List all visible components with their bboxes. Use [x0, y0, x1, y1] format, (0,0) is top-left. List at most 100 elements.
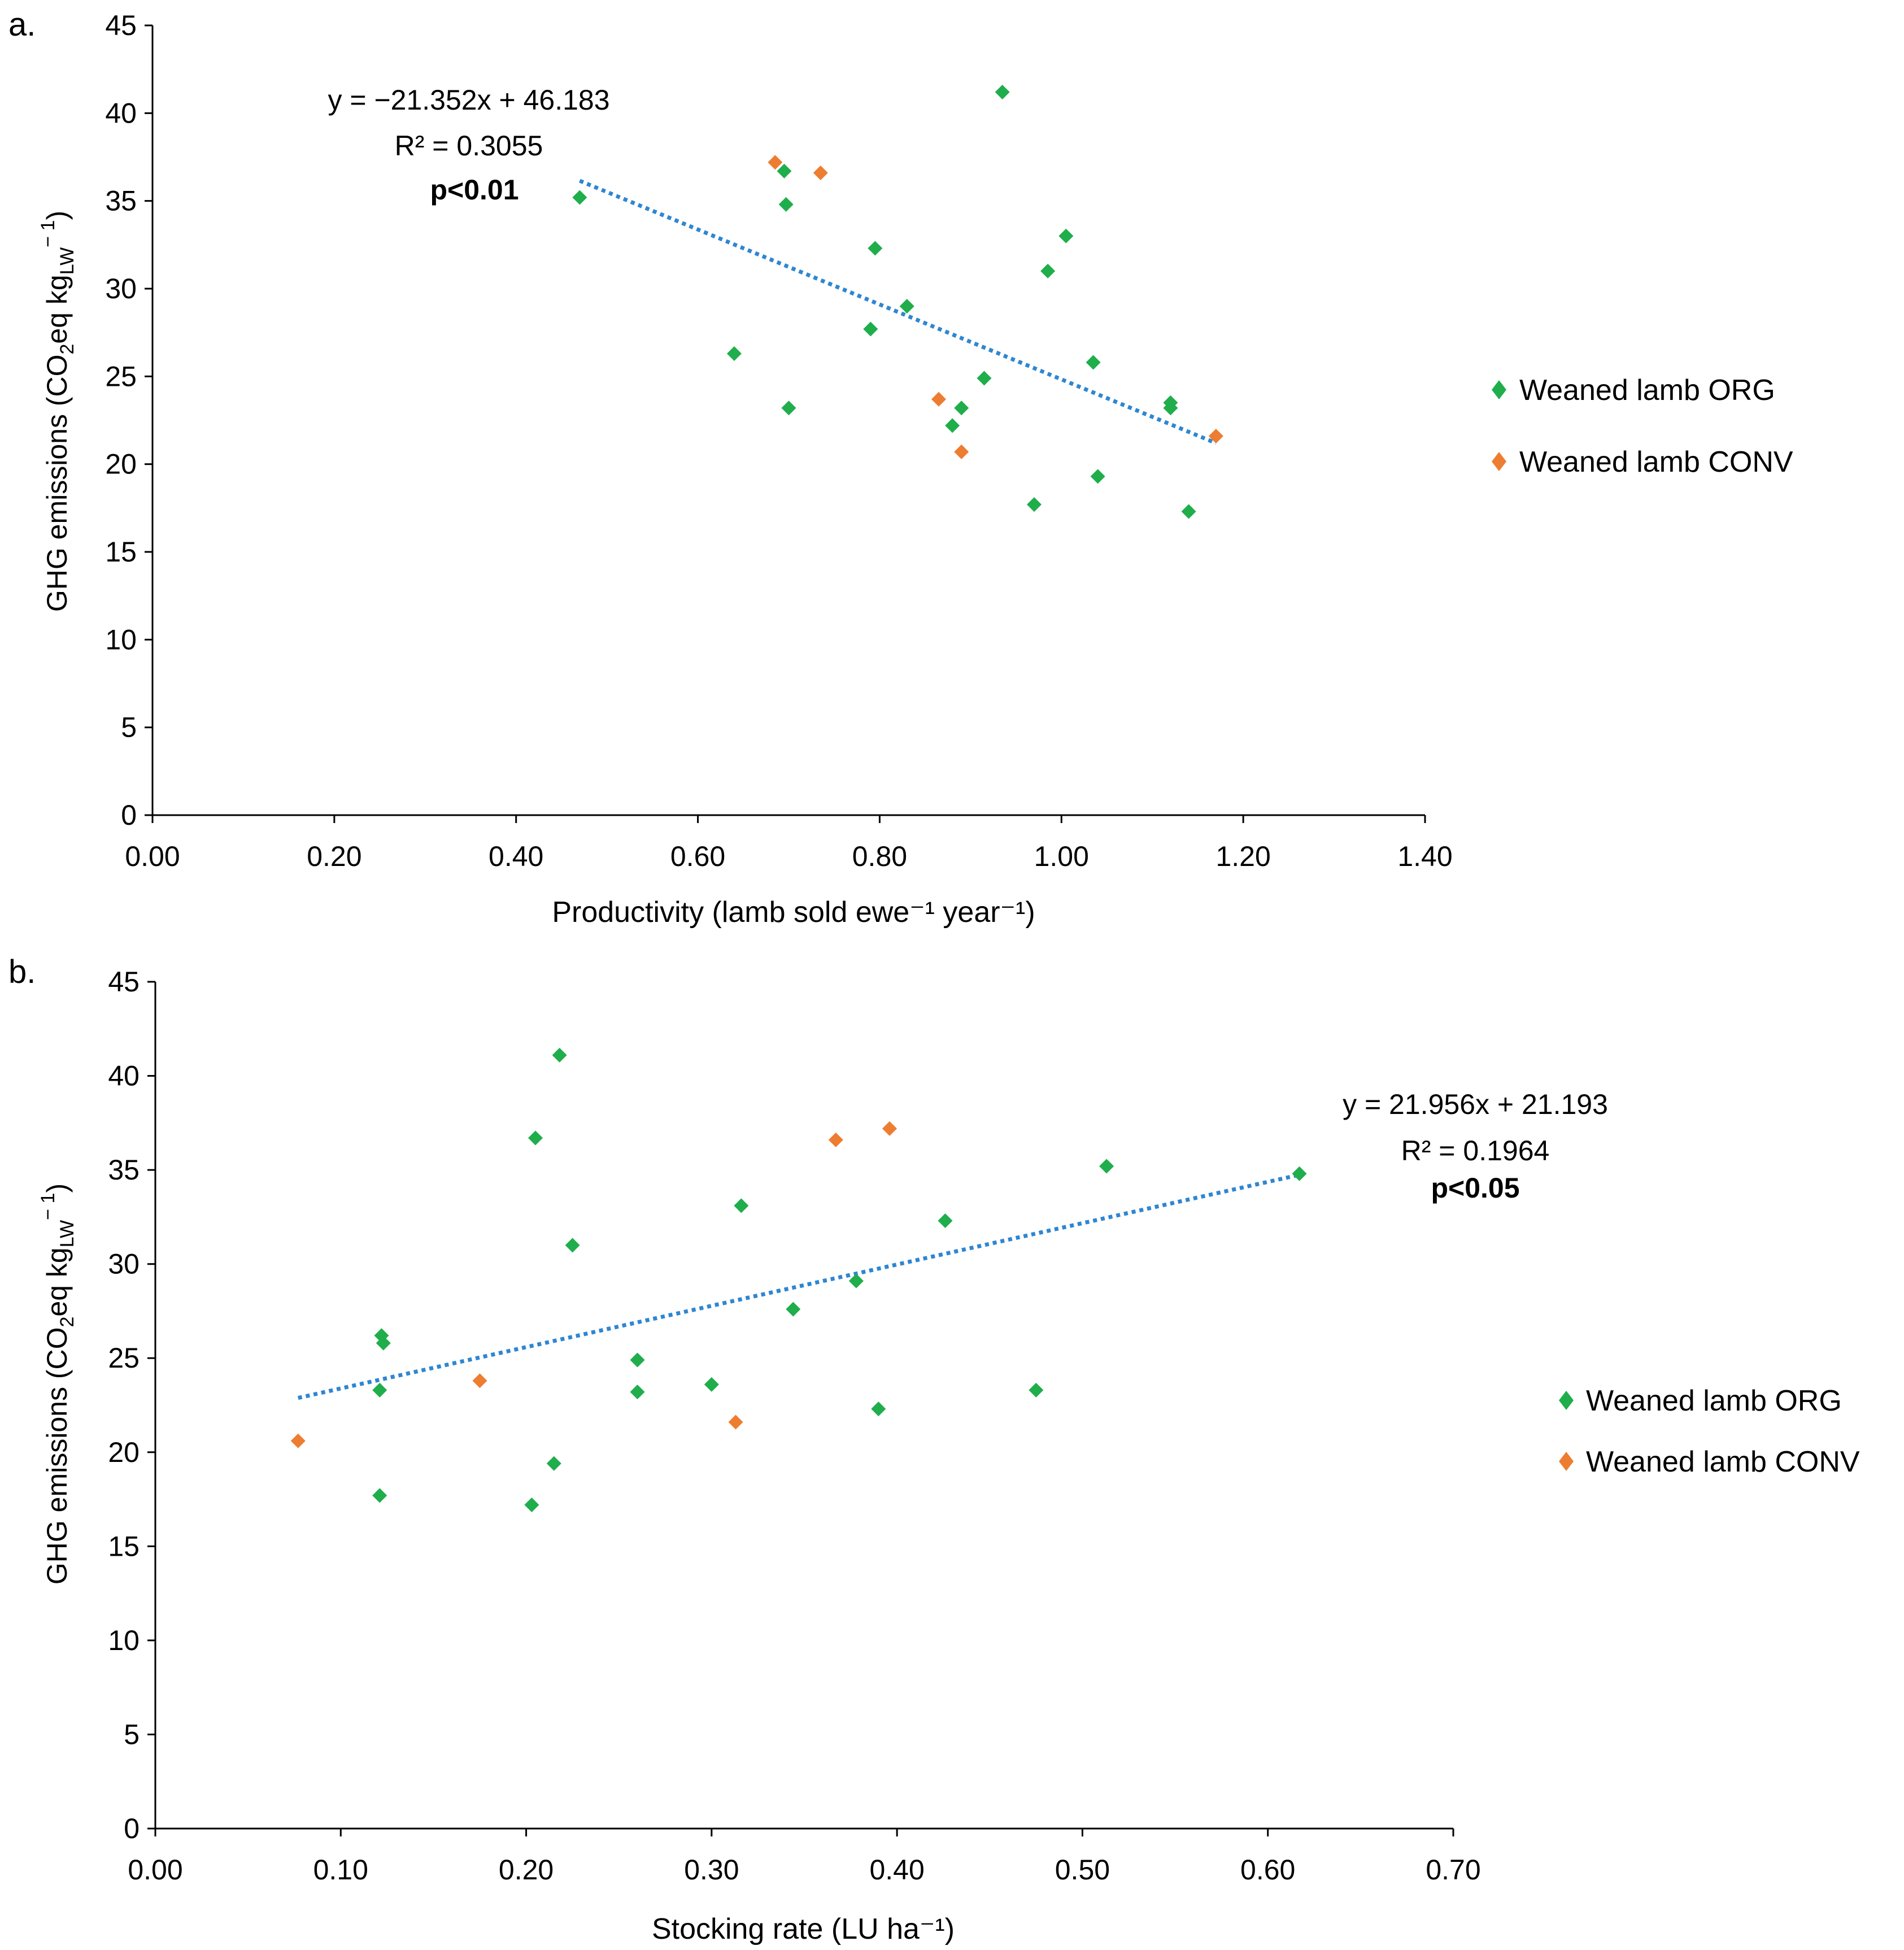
- panel-b-y-tick-label: 30: [108, 1248, 140, 1280]
- panel-a-point-org: [572, 190, 587, 205]
- panel-b-trendline-line: [298, 1173, 1300, 1400]
- panel-a-y-tick-label: 35: [105, 185, 137, 217]
- panel-b-point-org: [938, 1213, 953, 1229]
- panel-b-point-org: [552, 1047, 567, 1063]
- panel-a-point-org: [863, 321, 878, 337]
- panel-b: b. GHG emissions (CO2eq kgLW− 1) 0 5 10 15 2…: [8, 954, 1860, 1945]
- panel-b-point-org: [630, 1352, 645, 1368]
- panel-b-point-org: [372, 1382, 387, 1398]
- panel-a-y-tick-label: 25: [105, 360, 137, 392]
- panel-b-label: b.: [8, 954, 36, 990]
- panel-a-trendline-line: [579, 179, 1217, 445]
- panel-b-equation: y = 21.956x + 21.193: [1343, 1089, 1608, 1120]
- panel-a-y-tick-label: 40: [105, 97, 137, 129]
- panel-b-trendline: [298, 1173, 1300, 1400]
- panel-b-ticks: 0 5 10 15 20 25 30 35 40 45 0.00 0.10 0.20 0.30 0.40 0.…: [108, 966, 1480, 1886]
- panel-a-point-org: [1163, 395, 1178, 410]
- panel-b-point-org: [630, 1385, 645, 1400]
- panel-b-point-org: [565, 1238, 580, 1253]
- panel-a-p-value: p<0.01: [430, 174, 519, 206]
- panel-a-point-conv: [813, 165, 828, 180]
- panel-b-x-tick-label: 0.70: [1426, 1854, 1480, 1886]
- panel-b-point-org: [734, 1198, 749, 1213]
- panel-a-point-org: [945, 418, 960, 433]
- panel-a-y-tick-label: 10: [105, 624, 137, 655]
- panel-a-point-conv: [768, 155, 783, 170]
- panel-a-point-conv: [954, 444, 969, 459]
- panel-b-x-tick-label: 0.60: [1240, 1854, 1295, 1886]
- panel-a-point-org: [1086, 355, 1101, 370]
- panel-b-x-tick-label: 0.20: [499, 1854, 554, 1886]
- panel-b-y-tick-label: 20: [108, 1437, 140, 1468]
- panel-a-point-org: [778, 197, 794, 212]
- panel-a-point-org: [868, 241, 883, 256]
- panel-a-label: a.: [8, 6, 36, 43]
- panel-b-points: [290, 1047, 1307, 1513]
- panel-a-point-org: [777, 163, 792, 179]
- panel-a-points: [572, 85, 1223, 519]
- panel-a-equation: y = −21.352x + 46.183: [328, 84, 609, 116]
- panel-a-point-org: [781, 401, 796, 416]
- panel-b-x-tick-label: 0.50: [1055, 1854, 1110, 1886]
- panel-b-y-tick-label: 0: [124, 1813, 140, 1844]
- panel-b-y-tick-label: 45: [108, 966, 140, 998]
- panel-b-point-org: [524, 1498, 539, 1513]
- panel-b-point-org: [1029, 1382, 1044, 1398]
- panel-a-x-axis-title: Productivity (lamb sold ewe⁻¹ year⁻¹): [552, 896, 1035, 929]
- panel-b-y-tick-label: 15: [108, 1530, 140, 1562]
- panel-b-legend-label-org: Weaned lamb ORG: [1586, 1385, 1842, 1417]
- panel-b-legend-marker-conv: [1559, 1452, 1574, 1471]
- panel-a-point-org: [1058, 228, 1074, 243]
- panel-a-legend-label-org: Weaned lamb ORG: [1519, 374, 1775, 407]
- panel-a-x-tick-label: 1.40: [1397, 841, 1452, 872]
- panel-b-x-axis-title: Stocking rate (LU ha⁻¹): [652, 1913, 955, 1945]
- panel-b-point-conv: [728, 1414, 743, 1430]
- panel-b-x-tick-label: 0.10: [313, 1854, 368, 1886]
- panel-a-point-org: [977, 371, 992, 386]
- panel-a-x-tick-label: 1.20: [1215, 841, 1270, 872]
- panel-a-y-tick-label: 20: [105, 449, 137, 480]
- panel-b-point-org: [1099, 1159, 1114, 1174]
- panel-b-x-tick-label: 0.30: [684, 1854, 739, 1886]
- panel-b-legend-marker-org: [1559, 1391, 1574, 1410]
- panel-b-point-org: [871, 1401, 886, 1417]
- panel-b-axes: [154, 982, 1453, 1830]
- panel-b-p-value: p<0.05: [1431, 1172, 1519, 1204]
- panel-b-x-tick-label: 0.40: [869, 1854, 924, 1886]
- panel-b-r2: R² = 0.1964: [1401, 1135, 1550, 1166]
- panel-a-legend: Weaned lamb ORG Weaned lamb CONV: [1492, 374, 1793, 478]
- panel-a-x-tick-label: 0.80: [852, 841, 907, 872]
- panel-a-ticks: 0 5 10 15 20 25 30 35 40 45 0.00 0.20 0.40 0.60 0.80 1.…: [105, 10, 1452, 872]
- panel-a-x-tick-label: 0.00: [125, 841, 180, 872]
- panel-b-point-org: [786, 1302, 801, 1317]
- panel-a-r2: R² = 0.3055: [395, 130, 543, 162]
- panel-b-point-org: [546, 1456, 561, 1471]
- panel-a-x-tick-label: 0.40: [489, 841, 543, 872]
- panel-b-point-org: [704, 1377, 719, 1392]
- panel-a-point-conv: [931, 391, 947, 407]
- panel-a-point-org: [899, 299, 914, 314]
- panel-b-point-conv: [472, 1373, 487, 1388]
- panel-a-x-tick-label: 0.20: [307, 841, 361, 872]
- panel-b-legend-label-conv: Weaned lamb CONV: [1586, 1446, 1860, 1478]
- panel-a-point-org: [1027, 497, 1042, 512]
- panel-a-y-tick-label: 15: [105, 536, 137, 568]
- panel-b-point-org: [528, 1130, 543, 1146]
- panel-a-legend-marker-conv: [1492, 452, 1506, 471]
- panel-b-legend: Weaned lamb ORG Weaned lamb CONV: [1559, 1385, 1860, 1478]
- panel-a-point-org: [954, 401, 969, 416]
- panel-a-point-org: [1090, 469, 1105, 484]
- panel-b-y-tick-label: 40: [108, 1060, 140, 1092]
- panel-a-point-org: [726, 346, 742, 361]
- panel-a-point-org: [1181, 504, 1196, 519]
- panel-b-y-tick-label: 5: [124, 1718, 140, 1750]
- svg-text:GHG emissions (CO2eq kgLW− 1): GHG emissions (CO2eq kgLW− 1): [37, 1183, 78, 1585]
- panel-b-y-tick-label: 35: [108, 1154, 140, 1186]
- panel-a-y-axis-title: GHG emissions (CO2eq kgLW− 1): [37, 211, 78, 612]
- panel-a: a. GHG emissions (CO2eq kgLW− 1) 0 5 10 15 2…: [8, 6, 1793, 929]
- panel-a-y-tick-label: 5: [121, 712, 137, 743]
- panel-b-point-conv: [828, 1132, 843, 1147]
- panel-a-y-tick-label: 0: [121, 799, 137, 831]
- panel-a-axes: [151, 25, 1425, 816]
